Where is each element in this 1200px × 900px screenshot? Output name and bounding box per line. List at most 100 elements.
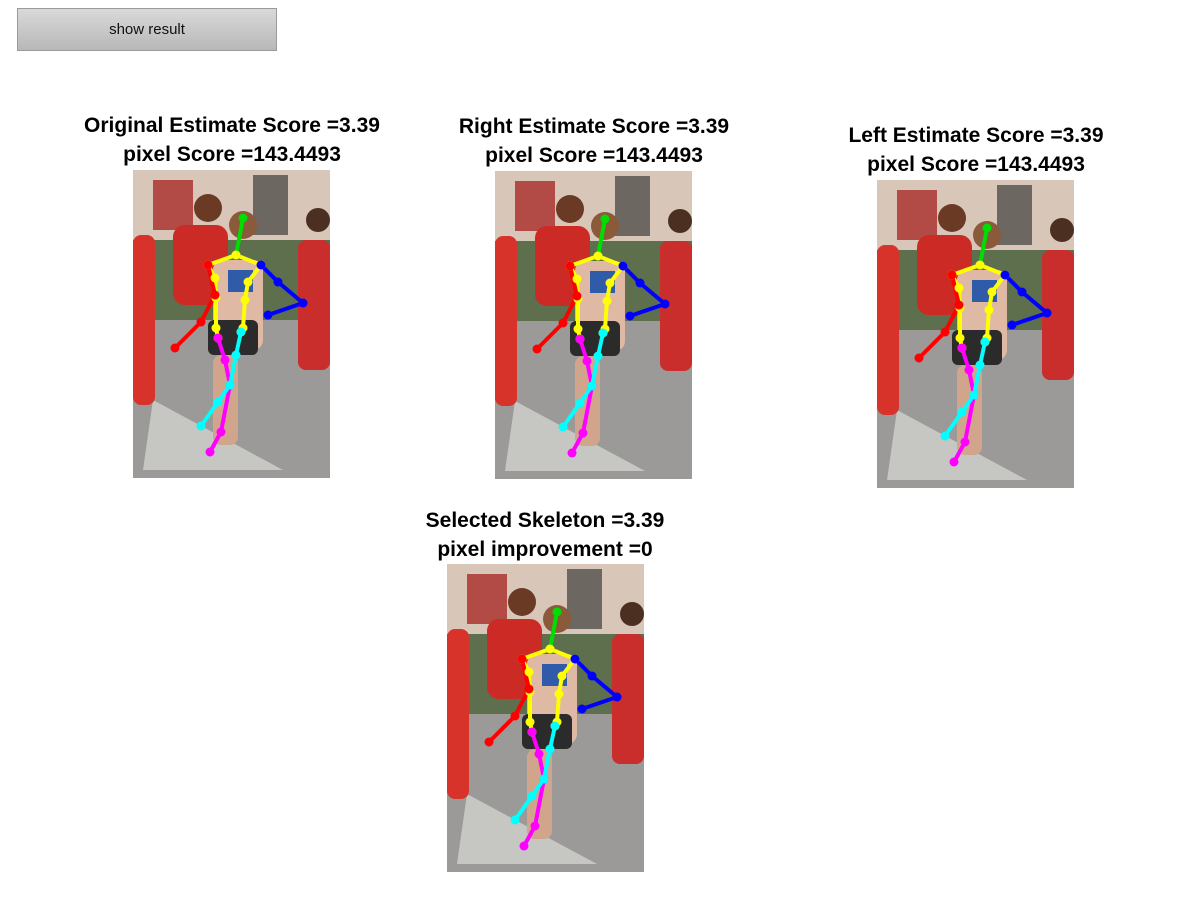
skeleton-bone xyxy=(628,302,667,318)
show-result-button[interactable]: show result xyxy=(17,8,277,51)
right-estimate-title: Right Estimate Score =3.39 pixel Score =… xyxy=(434,112,754,170)
skeleton-joint xyxy=(984,305,994,315)
skeleton-joint xyxy=(170,343,180,353)
skeleton-bone xyxy=(520,647,552,661)
left-pixel-score: pixel Score =143.4493 xyxy=(867,153,1085,176)
skeleton-joint xyxy=(545,644,555,654)
skeleton-joint xyxy=(947,270,957,280)
skeleton-joint xyxy=(577,704,587,714)
skeleton-joint xyxy=(216,427,226,437)
skeleton-bone xyxy=(590,354,600,388)
skeleton-joint xyxy=(484,737,494,747)
skeleton-bone xyxy=(513,794,534,822)
original-estimate-title: Original Estimate Score =3.39 pixel Scor… xyxy=(62,111,402,169)
pose-photo xyxy=(133,170,330,478)
skeleton-joint xyxy=(557,671,567,681)
skeleton-bone xyxy=(234,216,245,257)
skeleton-joint xyxy=(545,744,555,754)
skeleton-joint xyxy=(205,447,215,457)
skeleton-joint xyxy=(558,422,568,432)
skeleton-joint xyxy=(957,407,967,417)
left-estimate-score: Left Estimate Score =3.39 xyxy=(848,124,1104,147)
skeleton-bone xyxy=(548,610,559,651)
pose-photo xyxy=(495,171,692,479)
skeleton-joint xyxy=(213,333,223,343)
skeleton-joint xyxy=(510,815,520,825)
skeleton-bone xyxy=(596,217,607,258)
skeleton-bone xyxy=(173,320,203,350)
skeleton-bone xyxy=(943,410,964,438)
skeleton-bone xyxy=(206,253,238,267)
skeleton-joint xyxy=(298,298,308,308)
skeleton-joint xyxy=(572,274,582,284)
original-pixel-score: pixel Score =143.4493 xyxy=(123,143,341,166)
skeleton-bone xyxy=(199,400,220,428)
pose-photo xyxy=(877,180,1074,488)
skeleton-joint xyxy=(987,287,997,297)
skeleton-joint xyxy=(980,337,990,347)
skeleton-joint xyxy=(567,448,577,458)
skeleton-joint xyxy=(940,327,950,337)
skeleton-bone xyxy=(1020,290,1049,315)
skeleton-joint xyxy=(231,350,241,360)
skeleton-bone xyxy=(568,254,600,268)
original-estimate-image xyxy=(133,170,330,478)
pose-photo xyxy=(447,564,644,872)
skeleton-bone xyxy=(580,695,619,711)
skeleton-joint xyxy=(960,437,970,447)
skeleton-bone xyxy=(963,393,976,444)
skeleton-joint xyxy=(196,421,206,431)
skeleton-bone xyxy=(985,308,991,340)
skeleton-joint xyxy=(532,344,542,354)
skeleton-joint xyxy=(964,365,974,375)
skeleton-joint xyxy=(593,351,603,361)
skeleton-bone xyxy=(555,692,561,724)
skeleton-joint xyxy=(969,390,979,400)
skeleton-joint xyxy=(954,300,964,310)
skeleton-joint xyxy=(1042,308,1052,318)
skeleton-joint xyxy=(618,261,628,271)
skeleton-joint xyxy=(1017,287,1027,297)
skeleton-joint xyxy=(949,457,959,467)
skeleton-joint xyxy=(213,397,223,407)
skeleton-bone xyxy=(590,674,619,699)
skeleton-joint xyxy=(600,214,610,224)
skeleton-joint xyxy=(524,684,534,694)
skeleton-bone xyxy=(1010,311,1049,327)
skeleton-joint xyxy=(598,328,608,338)
skeleton-bone xyxy=(487,714,517,744)
skeleton-joint xyxy=(534,749,544,759)
skeleton-joint xyxy=(225,380,235,390)
selected-skeleton-image xyxy=(447,564,644,872)
skeleton-joint xyxy=(612,692,622,702)
skeleton-bone xyxy=(228,353,238,387)
skeleton-joint xyxy=(554,689,564,699)
skeleton-joint xyxy=(527,791,537,801)
skeleton-bone xyxy=(542,747,552,781)
skeleton-bone xyxy=(950,263,982,277)
skeleton-joint xyxy=(552,607,562,617)
skeleton-joint xyxy=(517,654,527,664)
skeleton-joint xyxy=(625,311,635,321)
right-estimate-score: Right Estimate Score =3.39 xyxy=(458,115,730,138)
selected-skeleton-score: Selected Skeleton =3.39 xyxy=(425,509,665,532)
pixel-improvement: pixel improvement =0 xyxy=(437,538,653,561)
skeleton-joint xyxy=(263,310,273,320)
skeleton-joint xyxy=(593,251,603,261)
skeleton-joint xyxy=(203,260,213,270)
skeleton-bone xyxy=(581,384,594,435)
skeleton-joint xyxy=(1007,320,1017,330)
skeleton-joint xyxy=(539,774,549,784)
skeleton-bone xyxy=(241,298,247,330)
skeleton-bone xyxy=(266,301,305,317)
skeleton-joint xyxy=(550,721,560,731)
skeleton-bone xyxy=(219,383,232,434)
skeleton-joint xyxy=(572,291,582,301)
skeleton-joint xyxy=(605,278,615,288)
skeleton-joint xyxy=(940,431,950,441)
skeleton-bone xyxy=(917,330,947,360)
skeleton-joint xyxy=(210,290,220,300)
skeleton-joint xyxy=(587,381,597,391)
skeleton-joint xyxy=(196,317,206,327)
left-estimate-image xyxy=(877,180,1074,488)
